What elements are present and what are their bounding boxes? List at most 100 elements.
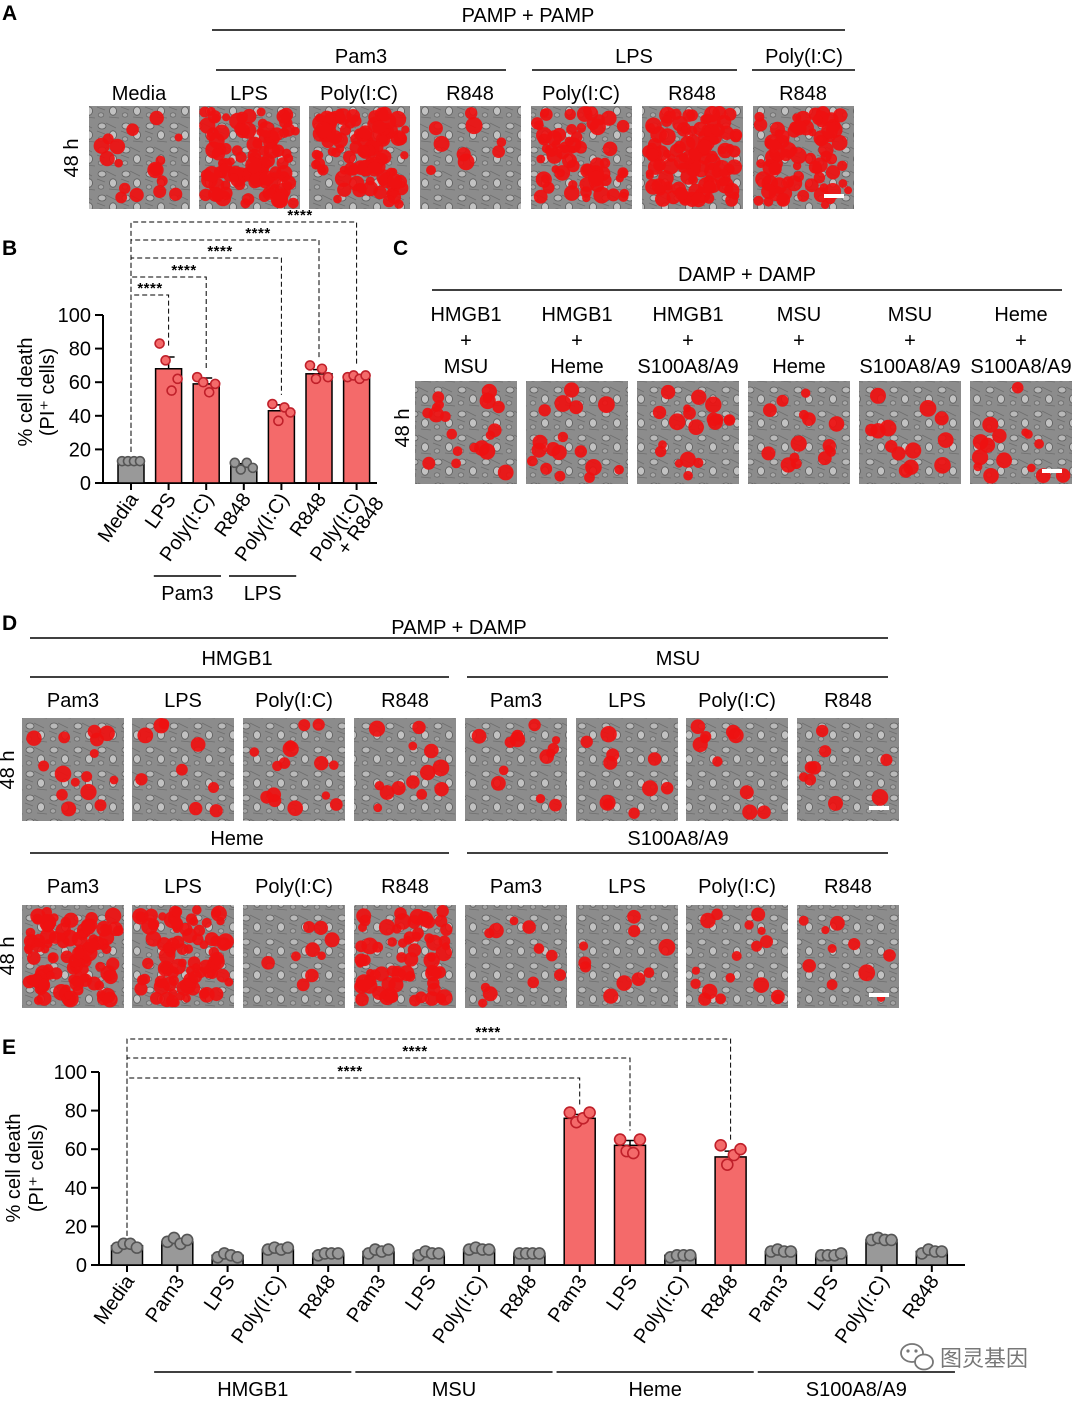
pi-positive-cell [1023,429,1033,439]
pi-positive-cell [305,942,320,958]
pi-positive-cell [451,458,461,469]
replicate-dot [166,385,177,396]
significance-label: **** [475,1024,500,1041]
scale-bar [1042,469,1062,473]
pi-positive-cell [191,963,201,973]
y-tick-label: 20 [69,439,91,461]
pi-positive-cell [270,127,284,141]
micrograph-tile [415,381,517,484]
pi-positive-cell [536,154,546,164]
pi-positive-cell [422,407,433,419]
pi-positive-cell [400,151,409,160]
pi-positive-cell [169,187,183,201]
replicate-dot [229,457,241,469]
pi-positive-cell [539,749,554,764]
pi-positive-cell [833,108,848,123]
pi-positive-cell [628,807,640,819]
pi-positive-cell [511,729,524,742]
pi-positive-cell [551,444,567,461]
micrograph-tile [686,905,788,1008]
pi-positive-cell [686,109,698,122]
pi-positive-cell [144,908,158,922]
pi-positive-cell [276,109,291,124]
pi-positive-cell [496,137,507,147]
replicate-dot [273,415,284,427]
significance-label: **** [207,243,232,260]
pi-positive-cell [527,976,539,989]
replicate-dot [583,1106,596,1119]
pi-positive-cell [680,126,690,135]
pi-positive-cell [359,914,371,927]
micrograph-tile [576,718,678,821]
scale-bar [869,806,889,810]
pi-positive-cell [26,730,42,746]
pi-positive-cell [190,737,206,752]
tile-label: Media [112,83,167,105]
pi-positive-cell [691,966,701,975]
pi-positive-cell [440,923,453,936]
pi-positive-cell [114,158,123,168]
y-tick-label: 80 [69,339,91,361]
pi-positive-cell [219,163,230,174]
tile-label: + [793,330,805,352]
panel-d-time-label: 48 h [0,937,19,976]
pi-positive-cell [763,196,774,207]
replicate-dot [563,1106,577,1119]
tile-label: Heme [772,356,825,378]
panel-d-group-label: S100A8/A9 [627,828,728,850]
panel-a-letter: A [2,2,17,25]
pi-positive-cell [372,986,387,1000]
pi-positive-cell [335,144,345,154]
tile-label: Heme [994,304,1047,326]
pi-positive-cell [126,123,139,136]
pi-positive-cell [883,949,896,962]
pi-positive-cell [94,799,107,812]
replicate-dot [130,1241,144,1254]
pi-positive-cell [101,944,112,955]
pi-positive-cell [415,991,427,1004]
panel-d-time-label: 48 h [0,751,19,790]
pi-positive-cell [546,949,558,962]
pi-positive-cell [271,144,285,157]
pi-positive-cell [446,428,458,440]
pi-positive-cell [428,121,443,136]
pi-positive-cell [801,388,811,398]
pi-positive-cell [287,197,299,209]
group-label: S100A8/A9 [806,1379,907,1401]
replicate-dot [532,1247,546,1260]
significance-label: **** [171,262,196,279]
tile-label: + [904,330,916,352]
pi-positive-cell [61,801,77,817]
pi-positive-cell [763,403,777,417]
pi-positive-cell [355,974,373,992]
micrograph-tile [748,381,850,484]
replicate-dot [935,1245,949,1258]
pi-positive-cell [616,975,632,991]
pi-positive-cell [691,192,706,208]
pi-positive-cell [837,160,848,171]
pi-positive-cell [478,998,488,1008]
panel-c-letter: C [393,237,408,260]
pi-positive-cell [356,183,367,194]
pi-positive-cell [119,182,131,195]
pi-positive-cell [858,964,876,982]
pi-positive-cell [804,178,819,193]
pi-positive-cell [808,128,817,137]
pi-positive-cell [156,175,168,187]
pi-positive-cell [751,907,766,922]
pi-positive-cell [372,120,386,134]
pi-positive-cell [660,781,674,795]
replicate-dot [267,398,278,410]
replicate-dot [613,1133,627,1146]
pi-positive-cell [379,785,395,800]
replicate-dot [331,1247,345,1260]
pi-positive-cell [387,937,398,947]
pi-positive-cell [387,173,403,189]
pi-positive-cell [213,124,230,141]
replicate-dot [209,378,221,390]
panel-a-time-label: 48 h [61,139,83,178]
replicate-dot [154,338,165,349]
panel-b: B % cell death (PI⁺ cells) 0 20 40 60 80 100 M… [2,207,389,605]
pi-positive-cell [723,414,736,426]
